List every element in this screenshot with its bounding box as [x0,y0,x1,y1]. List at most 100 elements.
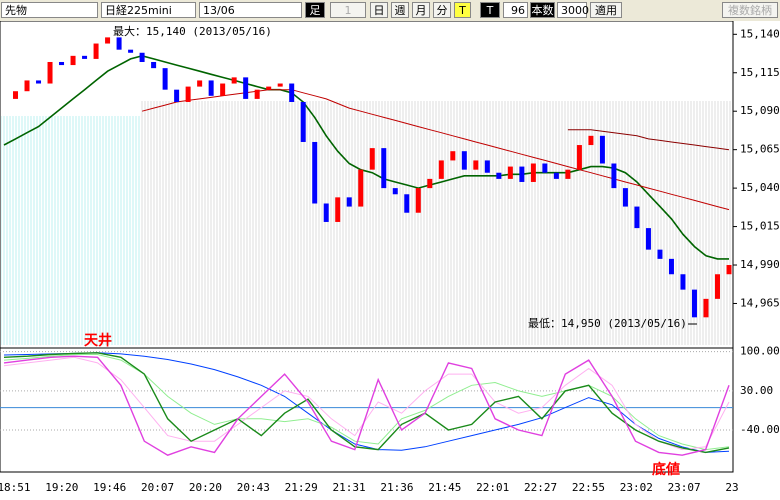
candle [703,298,709,318]
symbol-select[interactable]: 先物 [1,2,98,18]
x-tick-label: 23:07 [668,481,701,494]
bar-label: 足 [305,2,325,18]
candle [404,194,410,213]
candle [82,55,88,59]
candle [726,265,732,275]
month-button[interactable]: 月 [412,2,430,18]
week-button[interactable]: 週 [391,2,409,18]
multi-button[interactable]: 複数銘柄 [722,2,778,18]
top-label: 天井 [84,332,112,349]
candle [162,68,168,90]
min-annotation: 最低：14,950 (2013/05/16) [528,317,687,330]
x-tick-label: 21:29 [285,481,318,494]
candle [565,169,571,179]
candle [185,86,191,102]
x-tick-label: 21:31 [333,481,366,494]
candle [714,274,720,299]
bar-count[interactable]: 1 [330,2,366,18]
line [3,355,730,456]
candle [312,141,318,204]
candle [588,135,594,146]
y-tick-label: 14,965 [740,296,780,309]
total-input[interactable]: 3000 [557,2,589,18]
x-tick-label: 21:36 [380,481,413,494]
candle [300,101,306,142]
candle [622,188,628,207]
candle [174,89,180,102]
y-tick-label: -40.00 [740,423,780,436]
y-tick-label: 15,140 [740,27,780,40]
candle [358,169,364,207]
candle [93,43,99,59]
apply-button[interactable]: 適用 [590,2,622,18]
line [3,352,730,454]
line [567,129,730,151]
candle [346,197,352,207]
candle [392,188,398,195]
x-tick-label: 23:02 [620,481,653,494]
candle [415,188,421,213]
candle [553,172,559,179]
y-tick-label: 15,065 [740,143,780,156]
candle [461,151,467,170]
candle [266,86,272,90]
line [3,354,730,451]
candle [450,151,456,161]
line [3,54,729,260]
hatch [1,116,140,345]
x-tick-label: 20:20 [189,481,222,494]
candle [128,49,134,53]
candle [59,61,65,66]
chart: 最大：15,140 (2013/05/16) 最低：14,950 (2013/0… [0,21,780,494]
y-tick-label: 15,040 [740,181,780,194]
candle [369,148,375,170]
candle [611,163,617,189]
candle [323,203,329,222]
candle [24,80,30,92]
candle [519,166,525,182]
y-tick-label: 15,090 [740,104,780,117]
max-annotation: 最大：15,140 (2013/05/16) [113,24,272,38]
count-input[interactable]: 96 [503,2,528,18]
candle [116,37,122,50]
candle [496,172,502,179]
candle [151,61,157,69]
x-tick-label: 22:27 [524,481,557,494]
minute-button[interactable]: 分 [433,2,451,18]
candle [70,55,76,66]
candle [381,148,387,189]
x-tick-label: 20:07 [141,481,174,494]
candle [599,135,605,164]
candle [576,145,582,170]
x-tick-label: 21:45 [428,481,461,494]
candle [36,80,42,84]
candle [197,80,203,87]
tick-label: T [480,2,500,18]
index-select[interactable]: 日経225mini [101,2,196,18]
y-tick-label: 100.00 [740,345,780,358]
candle [542,163,548,173]
candle [335,197,341,222]
x-tick-label: 23 [725,481,738,494]
x-tick-label: 22:01 [476,481,509,494]
x-tick-label: 20:43 [237,481,270,494]
x-tick-label: 19:20 [45,481,78,494]
day-button[interactable]: 日 [370,2,388,18]
candle [680,274,686,290]
hatch [140,101,732,345]
candle [668,258,674,275]
candle [645,228,651,250]
candle [47,61,53,84]
candle [254,89,260,99]
candle [691,289,697,318]
candle [427,178,433,189]
tick-button[interactable]: T [454,2,471,18]
x-tick-label: 22:55 [572,481,605,494]
candle [220,83,226,96]
candle [13,91,19,99]
y-tick-label: 14,990 [740,258,780,271]
y-tick-label: 30.00 [740,384,773,397]
candle [277,83,283,87]
month-select[interactable]: 13/06 [199,2,302,18]
candle [105,37,111,44]
